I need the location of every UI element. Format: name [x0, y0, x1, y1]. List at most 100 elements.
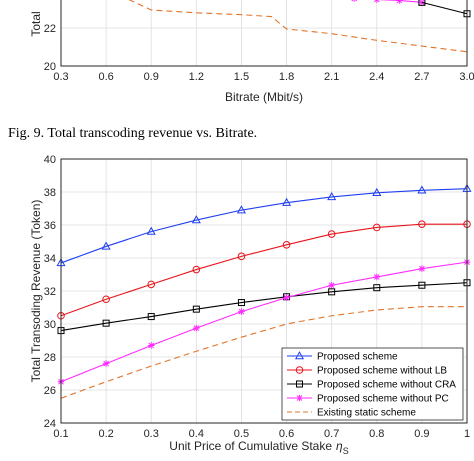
- top-plot-frame: [60, 0, 468, 67]
- data-point-proposed: [372, 187, 382, 197]
- legend-label-static: Existing static scheme: [317, 408, 416, 419]
- data-point-proposed: [282, 197, 292, 206]
- main-y-tick-label: 40: [44, 154, 56, 166]
- main-x-tick-label: 0.1: [53, 428, 68, 440]
- top-series-line-static: [128, 0, 468, 53]
- data-point-pc: [373, 273, 381, 281]
- series-line-static: [60, 306, 467, 399]
- legend-box: [281, 347, 464, 421]
- main-xlabel-subscript: S: [343, 446, 349, 456]
- main-y-tick-label: 30: [44, 319, 56, 331]
- main-xlabel: Unit Price of Cumulative Stake ηS: [169, 439, 348, 456]
- top-data-point-pc: [351, 0, 358, 2]
- main-x-tick-label: 0.4: [189, 428, 204, 440]
- data-point-lb: [102, 295, 110, 304]
- series-line-lb: [60, 223, 467, 317]
- data-point-proposed: [191, 215, 201, 224]
- top-data-point-cra: [418, 0, 426, 6]
- top-data-point-pc: [396, 0, 403, 4]
- main-y-tick-label: 24: [44, 418, 56, 430]
- data-point-cra: [418, 281, 426, 289]
- main-y-tick-label: 36: [44, 220, 56, 232]
- main-x-tick-label: 0.6: [279, 428, 294, 440]
- main-y-tick-label: 28: [44, 352, 56, 364]
- data-point-proposed: [236, 205, 246, 214]
- legend-label-proposed: Proposed scheme: [317, 352, 398, 363]
- main-ylabel: Total Transoding Revenue (Token): [29, 200, 43, 383]
- data-point-proposed: [101, 241, 111, 250]
- top-x-tick-label: 2.4: [369, 71, 384, 83]
- legend-label-lb: Proposed scheme without LB: [317, 366, 447, 377]
- data-point-pc: [418, 265, 426, 273]
- data-point-cra: [237, 299, 245, 307]
- main-y-tick-label: 32: [44, 286, 56, 298]
- top-y-tick-label: 20: [44, 61, 56, 73]
- top-ylabel: Total: [29, 11, 43, 36]
- top-series-lines: [128, 0, 471, 53]
- data-point-pc: [238, 308, 245, 315]
- data-point-cra: [373, 284, 381, 292]
- data-point-cra: [192, 305, 200, 313]
- data-point-lb: [418, 220, 426, 228]
- main-x-tick-label: 0.2: [98, 428, 113, 440]
- series-line-pc: [60, 261, 468, 383]
- main-plot-frame: [60, 158, 468, 424]
- main-x-tick-label: 0.7: [324, 428, 339, 440]
- data-point-lb: [327, 230, 336, 238]
- data-point-cra: [328, 288, 336, 296]
- main-tick-labels: 0.1 0.2 0.3 0.4 0.5 0.6 0.7 0.8 0.9 1 24 26 28 30 32 34…: [44, 154, 470, 440]
- main-x-tick-label: 0.5: [234, 428, 249, 440]
- top-x-tick-label: 1.8: [279, 71, 294, 83]
- data-point-lb: [147, 280, 156, 289]
- top-y-tick-label: 22: [44, 23, 56, 35]
- main-x-tick-label: 1: [464, 428, 470, 440]
- series-line-cra: [60, 282, 468, 332]
- main-y-tick-label: 34: [44, 253, 56, 265]
- legend-marker-lb: [295, 366, 304, 374]
- main-y-tick-label: 26: [44, 385, 56, 397]
- legend: Proposed scheme Proposed scheme without L…: [281, 347, 464, 421]
- data-point-proposed: [146, 226, 156, 235]
- legend-marker-proposed: [294, 351, 305, 360]
- top-chart: 0.3 0.6 0.9 1.2 1.5 1.8 2.1 2.4 2.7 3.0 22 20 Bitra…: [29, 0, 474, 104]
- legend-items: Proposed scheme Proposed scheme without L…: [287, 351, 456, 419]
- data-point-cra: [102, 319, 110, 327]
- data-point-proposed: [327, 192, 337, 201]
- main-x-tick-label: 0.9: [414, 428, 429, 440]
- top-x-tick-label: 3.0: [459, 71, 474, 83]
- top-x-tick-label: 0.6: [98, 71, 113, 83]
- top-grid: [61, 0, 467, 66]
- main-x-tick-label: 0.8: [369, 428, 384, 440]
- legend-marker-pc: [296, 394, 303, 402]
- top-series-line-pc: [375, 0, 422, 3]
- top-series-line-cra: [421, 1, 468, 15]
- figure-caption: Fig. 9. Total transcoding revenue vs. Bi…: [8, 126, 257, 141]
- legend-marker-cra: [296, 380, 303, 388]
- top-tick-labels: 0.3 0.6 0.9 1.2 1.5 1.8 2.1 2.4 2.7 3.0 22 20: [44, 23, 474, 83]
- data-point-pc: [283, 294, 290, 301]
- data-point-lb: [372, 223, 381, 232]
- top-data-point-pc: [373, 0, 381, 3]
- data-point-proposed: [417, 185, 427, 194]
- data-point-pc: [147, 342, 155, 349]
- top-x-tick-label: 1.2: [189, 71, 204, 83]
- main-series-lines: [56, 183, 472, 399]
- main-x-tick-label: 0.3: [144, 428, 159, 440]
- data-point-cra: [147, 313, 155, 321]
- data-point-lb: [282, 241, 291, 249]
- legend-label-cra: Proposed scheme without CRA: [317, 380, 456, 391]
- series-line-proposed: [60, 188, 468, 264]
- top-x-tick-label: 1.5: [234, 71, 249, 83]
- main-chart: 0.1 0.2 0.3 0.4 0.5 0.6 0.7 0.8 0.9 1 24 26 28 30 32 34…: [29, 154, 472, 456]
- main-xlabel-symbol: η: [336, 439, 343, 453]
- top-x-tick-label: 2.1: [324, 71, 339, 83]
- top-x-tick-label: 0.3: [53, 71, 68, 83]
- main-y-tick-label: 38: [44, 187, 56, 199]
- data-point-lb: [192, 265, 201, 274]
- data-point-pc: [102, 360, 110, 367]
- legend-label-pc: Proposed scheme without PC: [317, 394, 449, 405]
- data-point-lb: [237, 252, 246, 261]
- top-x-tick-label: 0.9: [144, 71, 159, 83]
- top-xlabel: Bitrate (Mbit/s): [225, 90, 303, 104]
